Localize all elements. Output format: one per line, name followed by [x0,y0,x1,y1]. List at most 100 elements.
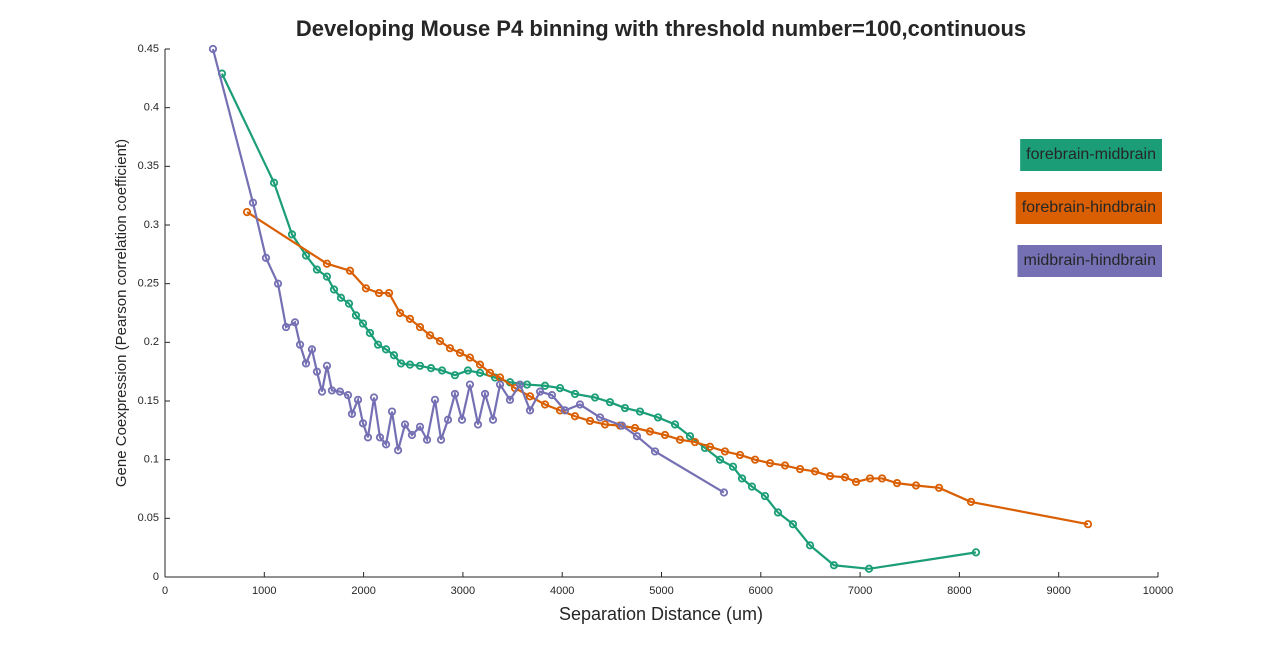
data-point [547,391,557,400]
data-point [653,413,663,422]
data-point [735,450,745,460]
data-point [437,366,447,375]
data-point [345,266,355,275]
data-point [387,407,397,416]
x-tick-label: 4000 [550,585,574,597]
data-point [407,430,417,440]
data-point [585,416,595,426]
data-point [877,474,887,483]
data-point [760,491,770,501]
data-point [261,253,271,262]
data-point [560,406,570,415]
series-line [211,48,725,494]
data-point [281,322,291,332]
data-point [322,361,332,370]
data-point [570,389,580,399]
data-point [400,420,410,429]
data-point [617,421,627,430]
legend-box [1015,192,1162,224]
data-point [381,345,391,354]
data-point [719,488,729,497]
data-point [685,432,695,441]
data-point [535,387,545,396]
data-point [892,479,902,488]
data-point [301,359,311,368]
chart-title: Developing Mouse P4 binning with thresho… [296,16,1026,41]
x-tick-label: 0 [162,585,168,597]
data-point [389,351,399,360]
x-tick-label: 7000 [848,585,872,597]
data-point [381,440,391,449]
data-point [384,288,394,298]
data-point [307,345,317,354]
data-point [405,360,415,369]
data-point [475,368,485,377]
data-point [425,331,435,340]
data-point [353,395,363,404]
y-tick-label: 0.35 [138,160,159,172]
data-point [635,407,645,416]
data-point [645,427,655,436]
data-point [445,344,455,353]
x-tick-label: 1000 [252,585,276,597]
data-point [805,541,815,550]
y-tick-label: 0.3 [144,219,159,231]
data-point [540,381,550,390]
data-point [443,415,453,424]
series-line [246,211,1089,526]
y-tick-label: 0.1 [144,454,159,466]
data-point [630,423,640,433]
data-point [373,340,383,349]
data-point [301,251,311,260]
data-point [322,272,332,281]
data-point [488,415,498,424]
legend-box [1020,139,1162,171]
data-point [329,285,339,294]
data-point [720,447,730,456]
data-point [788,520,798,529]
data-point [415,422,425,431]
series-line [221,73,977,570]
data-point [312,367,322,376]
data-point [248,198,258,207]
data-point [208,44,218,54]
x-tick-label: 2000 [351,585,375,597]
x-tick-label: 9000 [1046,585,1070,597]
data-point [865,474,875,483]
data-point [705,442,715,451]
data-point [555,383,565,393]
data-point [590,393,600,402]
data-point [436,435,446,444]
data-point [273,279,283,288]
data-point [780,461,790,470]
data-point [405,314,415,323]
data-point [773,508,783,517]
data-point [415,361,425,370]
data-point [675,435,685,444]
data-point [971,548,981,557]
x-tick-label: 3000 [451,585,475,597]
y-tick-label: 0.45 [138,43,159,55]
x-tick-label: 5000 [649,585,673,597]
data-point [463,366,473,375]
data-point [358,419,368,428]
data-point [1083,520,1093,529]
data-point [795,464,805,474]
data-point [525,406,535,415]
data-point [505,395,515,404]
data-point [450,371,460,380]
data-point [290,318,300,327]
data-point [430,395,440,404]
data-point [422,435,432,444]
data-point [287,230,297,239]
y-tick-label: 0.15 [138,395,159,407]
data-point [295,340,305,349]
data-point [864,564,874,573]
data-point [426,364,436,373]
y-tick-label: 0 [153,571,159,583]
data-point [765,459,775,468]
data-point [555,406,565,415]
data-point [660,430,670,440]
x-tick-label: 6000 [749,585,773,597]
data-point [374,288,384,298]
